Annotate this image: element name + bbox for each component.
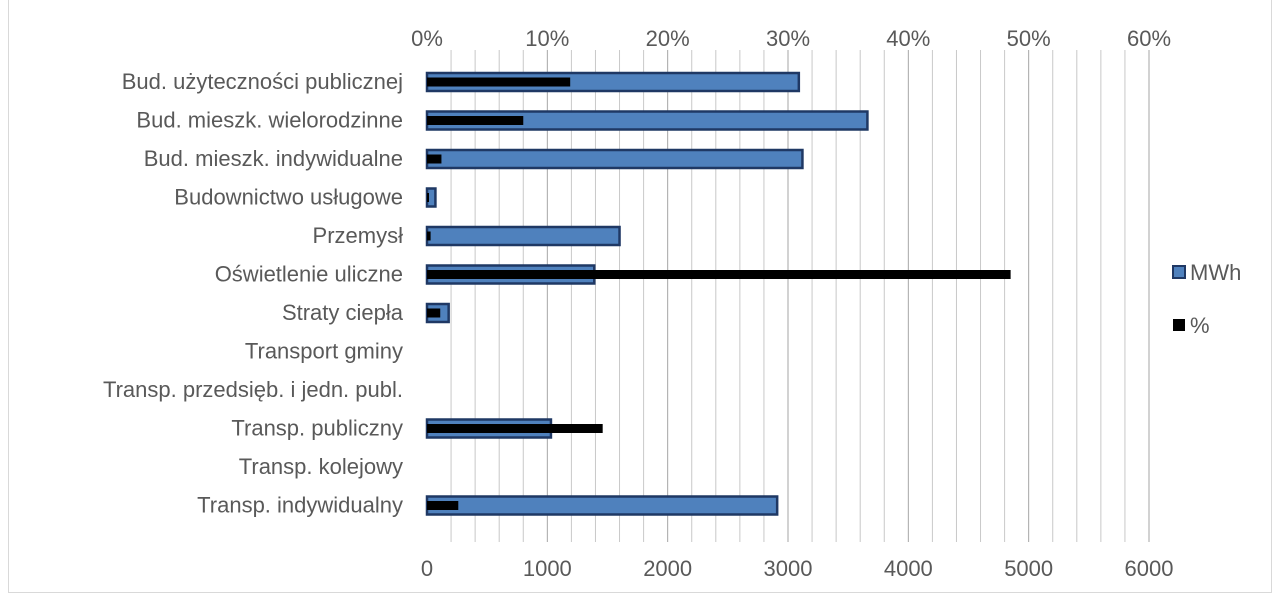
bottom-tick-label: 1000 [523, 556, 572, 581]
bar-percent [427, 501, 459, 510]
category-label: Transp. publiczny [231, 416, 403, 441]
category-label: Straty ciepła [282, 300, 404, 325]
bottom-tick-label: 4000 [884, 556, 933, 581]
top-tick-label: 0% [411, 26, 443, 51]
bottom-tick-label: 2000 [643, 556, 692, 581]
bottom-tick-label: 0 [421, 556, 433, 581]
bottom-tick-label: 6000 [1125, 556, 1174, 581]
grid [450, 50, 1150, 542]
bars [425, 71, 1011, 516]
category-labels: Bud. użyteczności publicznej Bud. mieszk.… [103, 69, 404, 518]
bar-percent [427, 424, 603, 433]
category-label: Transport gminy [245, 339, 403, 364]
category-label: Transp. kolejowy [239, 454, 403, 479]
top-tick-label: 40% [886, 26, 930, 51]
legend-swatch-mwh [1172, 265, 1186, 279]
category-label: Transp. przedsięb. i jedn. publ. [103, 377, 403, 402]
legend-label-mwh: MWh [1190, 260, 1241, 285]
bottom-tick-label: 5000 [1004, 556, 1053, 581]
bar-percent [427, 77, 571, 87]
top-axis-ticks: 0% 10% 20% 30% 40% 50% 60% [411, 26, 1171, 51]
bar-chart: Bud. użyteczności publicznej Bud. mieszk.… [103, 26, 1241, 581]
category-label: Przemysł [313, 223, 404, 248]
legend-swatch-percent [1173, 319, 1185, 331]
bottom-axis-ticks: 0 1000 2000 3000 4000 5000 6000 [421, 556, 1174, 581]
bar-percent [427, 116, 524, 125]
category-label: Budownictwo usługowe [174, 185, 403, 210]
bar-percent [427, 193, 429, 202]
legend: MWh % [1172, 260, 1241, 338]
bar-percent [427, 231, 431, 241]
bar-mwh [425, 495, 779, 516]
top-tick-label: 20% [646, 26, 690, 51]
category-label: Transp. indywidualny [197, 493, 403, 518]
top-tick-label: 50% [1007, 26, 1051, 51]
bar-mwh [425, 148, 804, 170]
category-label: Oświetlenie uliczne [215, 262, 403, 287]
category-label: Bud. użyteczności publicznej [122, 69, 403, 94]
legend-label-percent: % [1190, 313, 1210, 338]
top-tick-label: 30% [766, 26, 810, 51]
top-tick-label: 10% [525, 26, 569, 51]
bottom-tick-label: 3000 [764, 556, 813, 581]
bar-percent [427, 308, 441, 318]
bar-mwh [425, 225, 621, 247]
top-tick-label: 60% [1127, 26, 1171, 51]
category-label: Bud. mieszk. wielorodzinne [136, 108, 403, 133]
chart-frame: Bud. użyteczności publicznej Bud. mieszk.… [8, 0, 1272, 593]
bar-percent [427, 270, 1011, 279]
bar-percent [427, 154, 442, 164]
category-label: Bud. mieszk. indywidualne [144, 146, 403, 171]
